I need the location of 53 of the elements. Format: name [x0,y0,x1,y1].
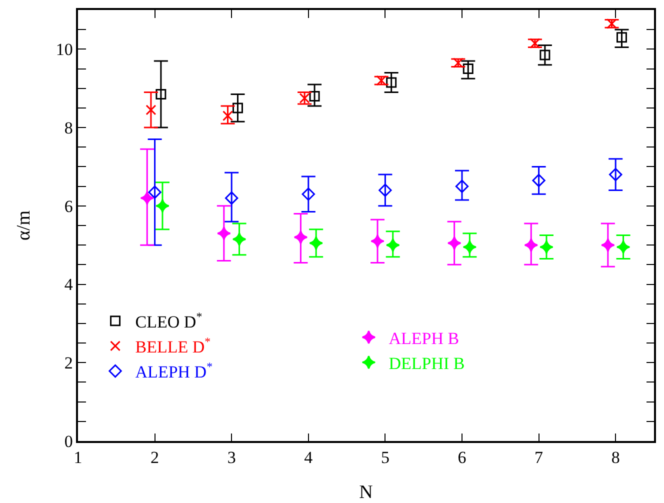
legend-label: ALEPH D$^{*}$ [135,360,213,382]
y-tick-label: 0 [64,432,73,451]
point [455,180,469,193]
point [524,238,538,252]
point [532,174,546,188]
point [370,234,385,248]
legend-label: CLEO D$^{*}$ [135,309,202,332]
point [216,226,231,240]
point [148,186,162,199]
legend-label: DELPHI B [388,354,465,373]
point [462,240,477,254]
y-tick-label: 8 [64,118,73,138]
legend-label: BELLE D$^{*}$ [135,334,211,357]
point [447,236,462,250]
point [302,188,315,201]
point [156,88,166,100]
x-tick-label: 6 [458,448,466,468]
point [140,191,154,206]
point [309,90,320,102]
point [225,191,238,205]
x-tick-label: 2 [150,448,160,468]
x-axis-title: N [359,482,374,503]
y-tick-label: 6 [64,196,73,216]
point [609,168,622,182]
point [600,238,615,252]
legend-label: ALEPH B [388,328,460,348]
point [530,38,540,49]
point [146,104,156,116]
point [222,110,234,122]
x-tick-label: 7 [534,448,544,468]
point [376,75,387,86]
point [232,102,243,114]
y-axis-title: α/m [14,210,34,241]
x-tick-label: 8 [611,448,620,468]
point [378,184,392,197]
x-tick-label: 3 [227,448,236,468]
point [294,230,308,244]
y-tick-label: 2 [64,354,73,373]
point [539,240,554,254]
point [616,240,630,254]
x-tick-label: 5 [380,448,390,468]
x-tick-label: 1 [74,448,82,468]
point [386,238,400,252]
y-tick-label: 10 [56,40,73,60]
point [232,232,246,246]
point [309,236,324,250]
y-tick-label: 4 [64,275,74,294]
point [155,198,170,213]
point [462,64,474,74]
point [452,58,464,68]
point [606,18,618,29]
point [616,32,627,43]
x-tick-label: 4 [304,448,314,468]
